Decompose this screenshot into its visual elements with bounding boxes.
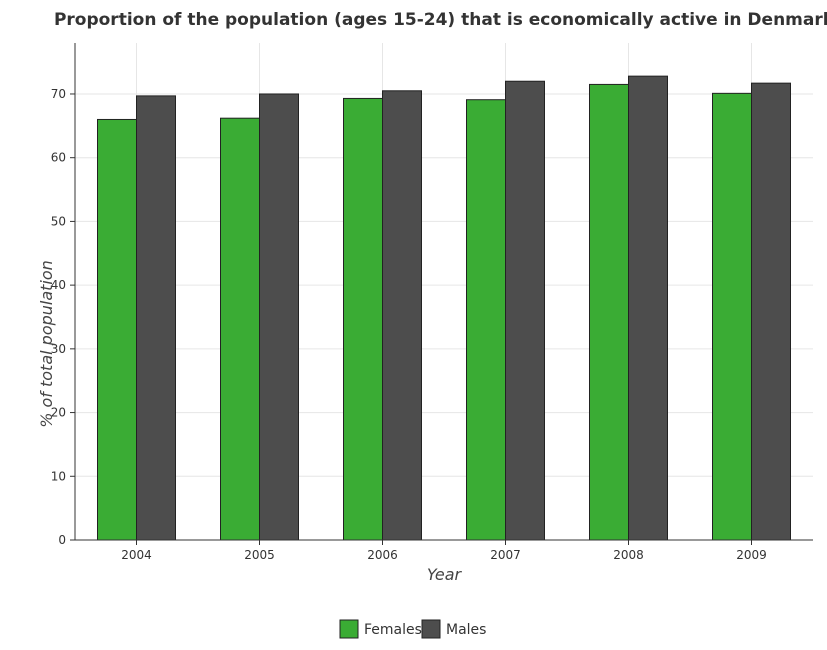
y-tick-label: 60 bbox=[51, 151, 66, 165]
bar-females-2009 bbox=[712, 92, 752, 541]
y-tick-label: 0 bbox=[58, 533, 66, 547]
legend-swatch-females bbox=[339, 619, 359, 639]
x-tick-label: 2007 bbox=[490, 548, 521, 562]
bar-males-2008 bbox=[628, 75, 668, 541]
y-tick-label: 70 bbox=[51, 87, 66, 101]
bar-females-2005 bbox=[220, 117, 260, 541]
bar-males-2005 bbox=[259, 93, 299, 541]
bar-females-2007 bbox=[466, 99, 506, 541]
y-tick-label: 50 bbox=[51, 214, 66, 228]
bar-males-2007 bbox=[505, 80, 545, 541]
legend-label-females: Females bbox=[364, 622, 422, 638]
bar-males-2006 bbox=[382, 90, 422, 541]
bar-females-2004 bbox=[97, 118, 137, 541]
chart-title: Proportion of the population (ages 15-24… bbox=[54, 10, 827, 30]
axes bbox=[74, 43, 813, 541]
bar-males-2004 bbox=[136, 95, 176, 541]
x-tick-label: 2004 bbox=[121, 548, 152, 562]
y-tick-label: 30 bbox=[51, 342, 66, 356]
y-tick-label: 40 bbox=[51, 278, 66, 292]
x-tick-label: 2006 bbox=[367, 548, 398, 562]
bar-females-2008 bbox=[589, 83, 629, 541]
bar-females-2006 bbox=[343, 97, 383, 541]
x-tick-label: 2008 bbox=[613, 548, 644, 562]
legend-label-males: Males bbox=[446, 622, 486, 638]
grid bbox=[75, 43, 813, 541]
ticks: 0 10 20 30 40 50 60 70 2004 2005 2006 2007 2008 2009 bbox=[51, 87, 767, 562]
y-tick-label: 10 bbox=[51, 469, 66, 483]
legend-swatch-males bbox=[421, 619, 441, 639]
y-axis-label: % of total population bbox=[37, 260, 56, 428]
bar-males-2009 bbox=[751, 82, 791, 541]
x-tick-label: 2005 bbox=[244, 548, 275, 562]
x-axis-label: Year bbox=[427, 565, 463, 584]
x-tick-label: 2009 bbox=[736, 548, 767, 562]
legend: Females Males bbox=[339, 619, 486, 639]
bars bbox=[97, 75, 791, 541]
y-tick-label: 20 bbox=[51, 406, 66, 420]
